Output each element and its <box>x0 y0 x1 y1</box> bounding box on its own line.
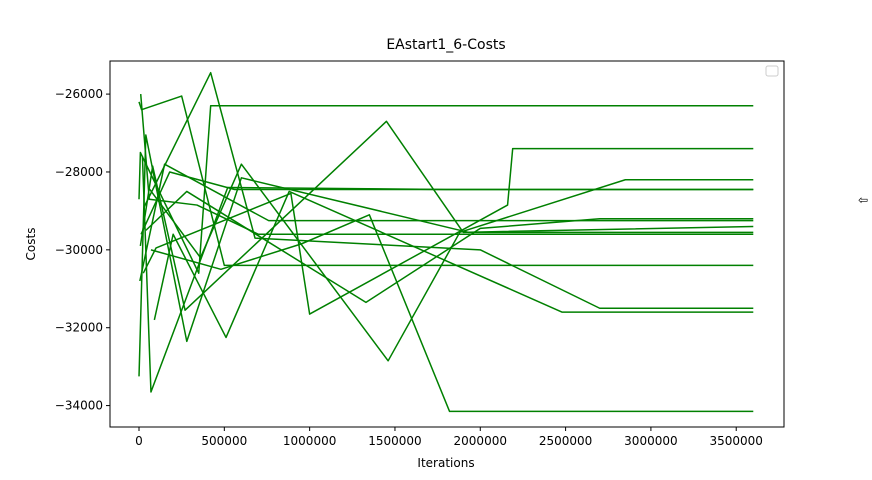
series-line-5 <box>139 120 754 311</box>
series-line-4 <box>139 163 754 282</box>
x-tick-label: 2500000 <box>539 434 592 448</box>
legend-box <box>765 65 779 77</box>
cursor-arrow-icon: ⇦ <box>858 193 869 207</box>
x-tick-label: 0 <box>135 434 143 448</box>
series-layer <box>138 71 754 413</box>
series-line-9 <box>142 147 754 315</box>
series-line-10 <box>143 71 754 309</box>
x-tick-label: 1000000 <box>283 434 336 448</box>
series-line-2 <box>138 105 754 274</box>
series-line-1 <box>138 95 754 267</box>
y-axis-label: Costs <box>24 228 38 261</box>
tick-layer: 0 500000 1000000 1500000 2000000 2500000 30000… <box>55 87 763 448</box>
series-line-13 <box>150 214 754 413</box>
y-tick-label: −32000 <box>55 321 103 335</box>
x-tick-label: 2000000 <box>454 434 507 448</box>
series-line-3 <box>138 134 754 377</box>
y-tick-label: −26000 <box>55 87 103 101</box>
x-tick-label: 3000000 <box>624 434 677 448</box>
x-tick-label: 1500000 <box>368 434 421 448</box>
series-line-6 <box>139 94 754 236</box>
x-tick-label: 3500000 <box>709 434 762 448</box>
series-line-11 <box>145 190 754 304</box>
plot-frame <box>109 60 785 428</box>
y-tick-label: −28000 <box>55 165 103 179</box>
x-tick-label: 500000 <box>201 434 247 448</box>
series-line-8 <box>141 156 754 393</box>
series-line-14 <box>153 190 754 339</box>
y-tick-label: −34000 <box>55 399 103 413</box>
x-axis-label: Iterations <box>417 456 474 470</box>
chart-title: EAstart1_6-Costs <box>386 37 505 53</box>
y-tick-label: −30000 <box>55 243 103 257</box>
series-line-12 <box>147 163 754 362</box>
